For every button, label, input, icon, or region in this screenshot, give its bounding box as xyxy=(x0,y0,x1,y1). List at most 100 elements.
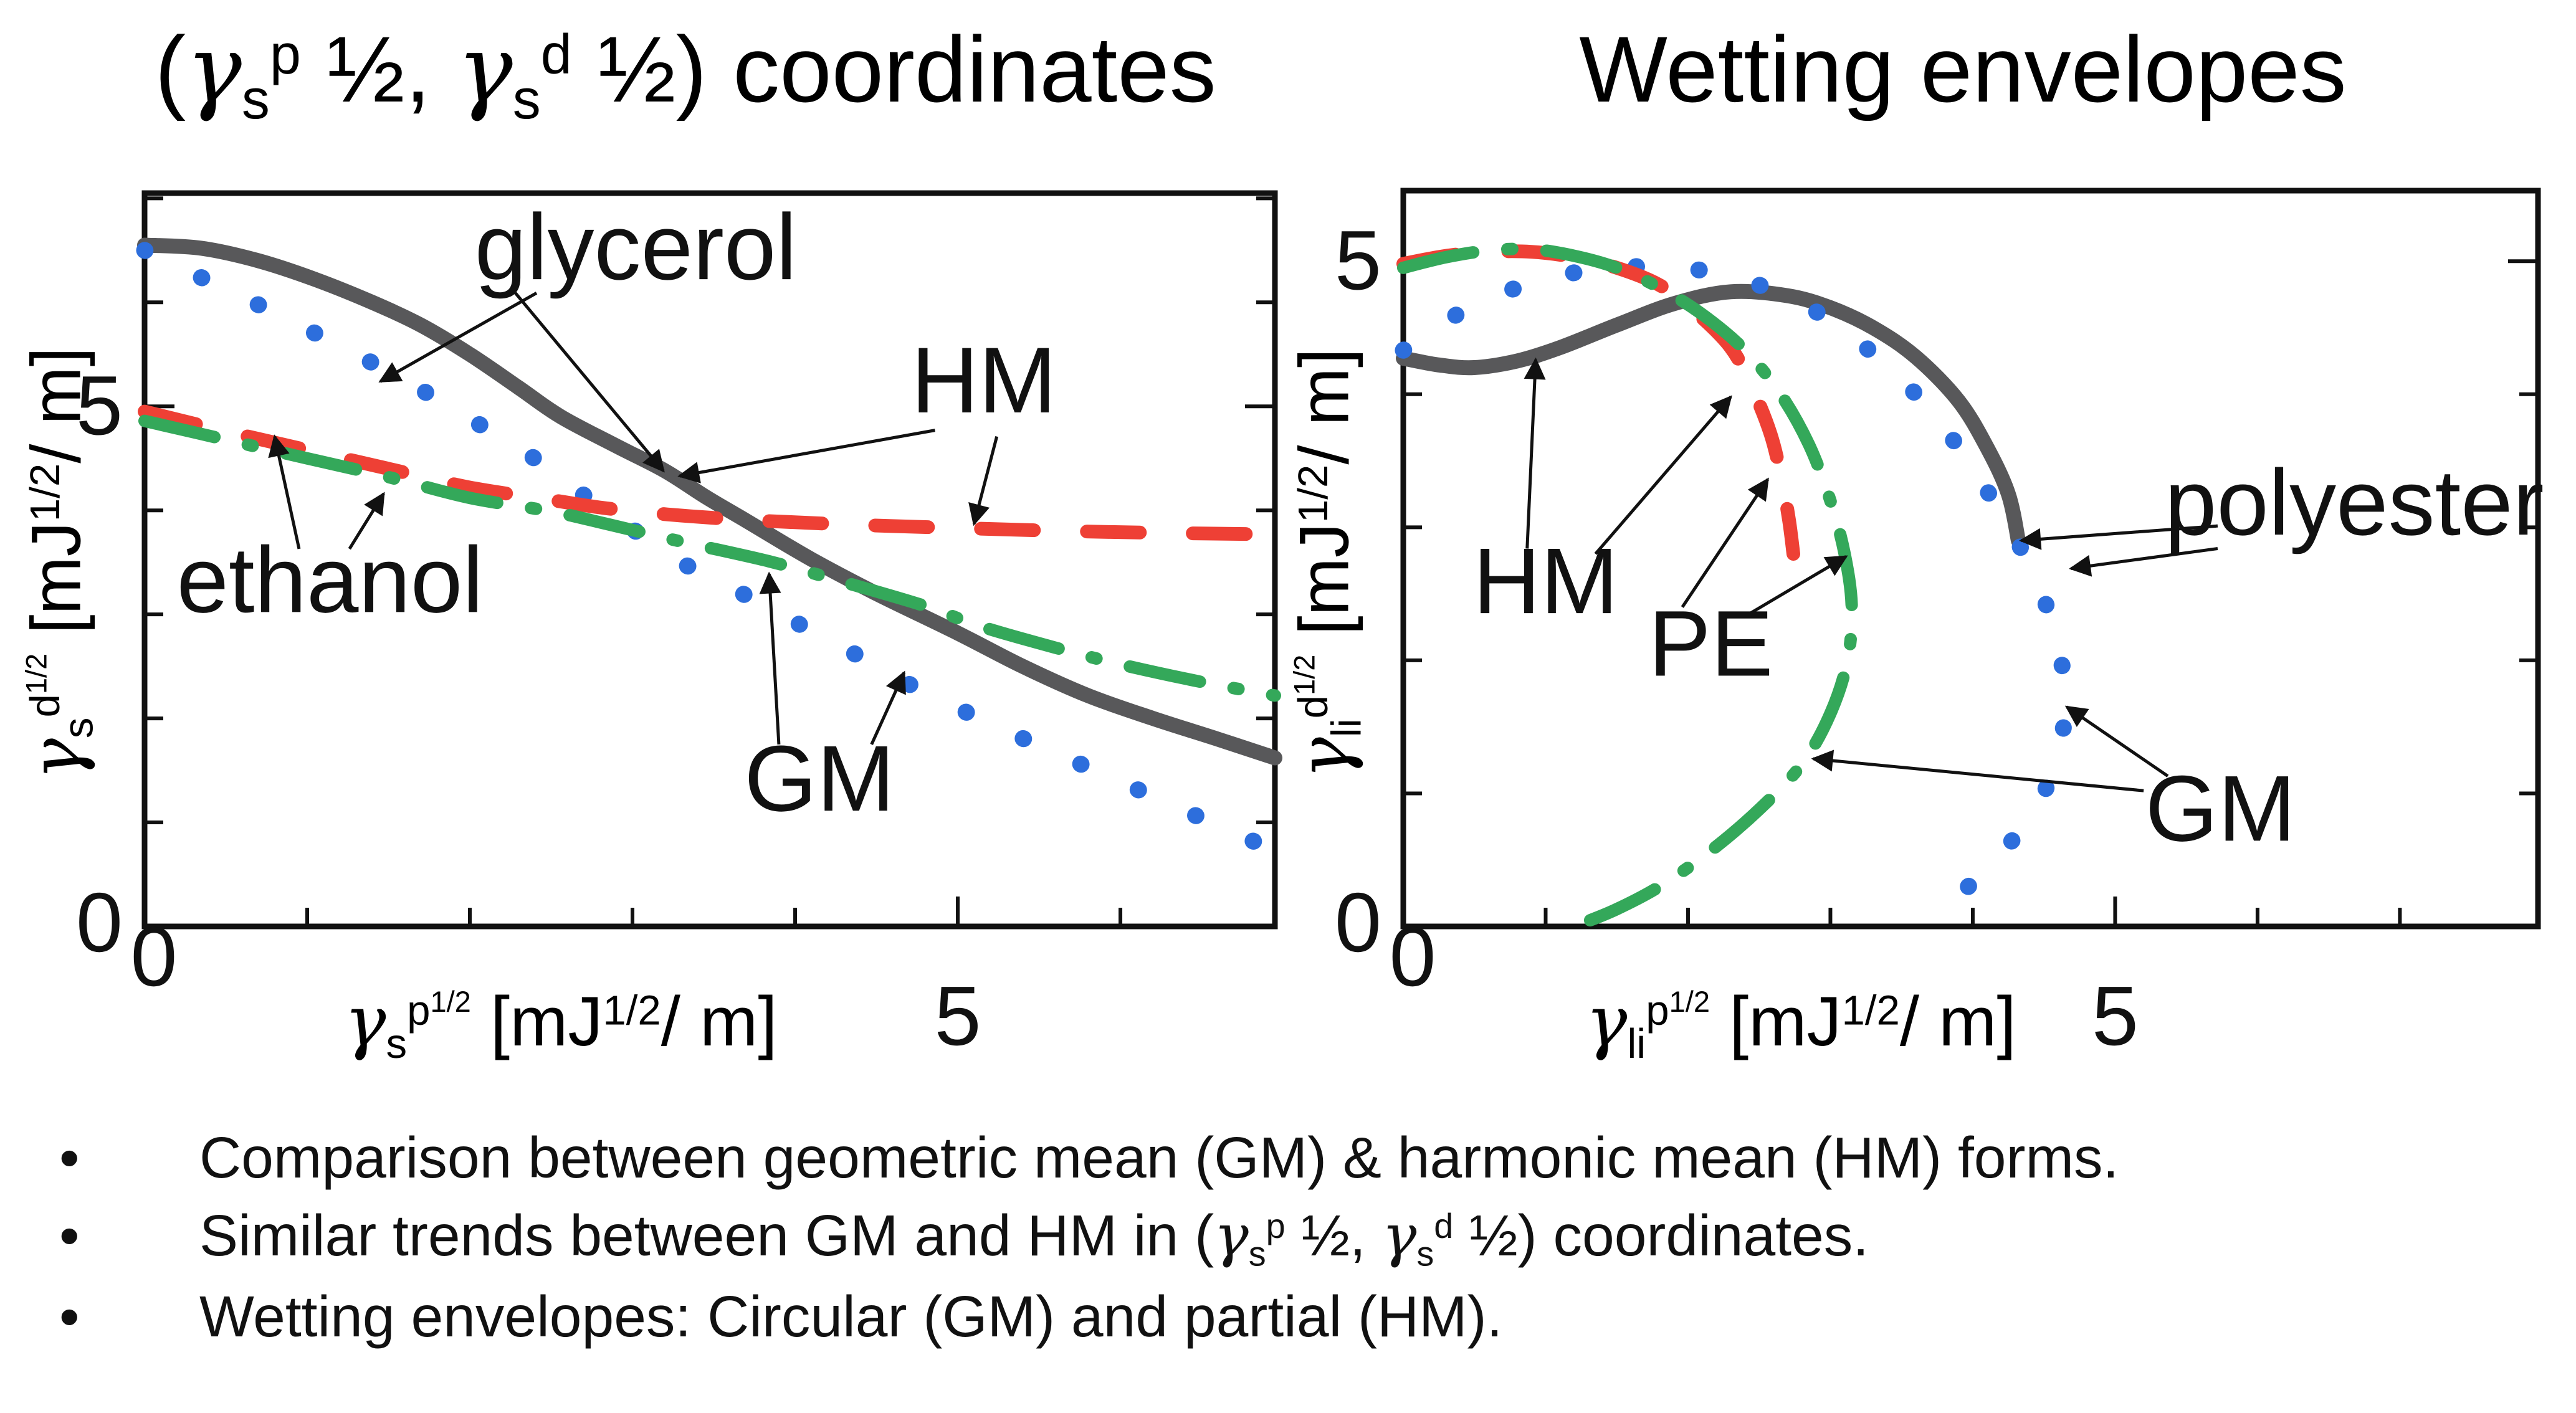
series-glycerol-HM xyxy=(137,237,1282,766)
label-token: p xyxy=(1646,987,1669,1034)
annotation-arrow-glycerol xyxy=(378,292,538,383)
series-glycerol-GM xyxy=(136,242,1284,859)
series-ethanol-HM xyxy=(138,404,1282,541)
label-token: 1/2 xyxy=(21,463,69,522)
annotation-label-polyester: polyester xyxy=(2165,450,2544,554)
x-tick-label: 0 xyxy=(130,910,177,1004)
label-token: γ xyxy=(1381,1202,1417,1269)
label-token: 1/2 xyxy=(1841,987,1900,1034)
label-token: ½) coordinates xyxy=(571,17,1216,121)
label-token: d xyxy=(540,24,572,86)
label-token: s xyxy=(1416,1234,1434,1273)
annotation-arrow-GM xyxy=(2064,705,2169,778)
annotation-label-HM: HM xyxy=(911,328,1056,432)
label-token: γ xyxy=(186,16,242,124)
annotation-arrow-PE xyxy=(1681,477,1769,608)
bullet-3-text: Wetting envelopes: Circular (GM) and par… xyxy=(199,1280,1502,1353)
label-token: 1/2 xyxy=(1287,654,1321,695)
label-token: li xyxy=(1627,1020,1646,1068)
label-token: d xyxy=(1289,695,1337,719)
annotation-arrow-ethanol xyxy=(348,492,385,550)
label-token: γ xyxy=(1585,981,1628,1062)
annotation-arrow-HM xyxy=(1594,395,1732,555)
label-token: / m] xyxy=(17,347,95,464)
annotation-arrow-HM xyxy=(1524,357,1546,549)
bullet-2-text: Similar trends between GM and HM in (γsp… xyxy=(199,1199,1869,1275)
label-token: ½, xyxy=(300,17,457,121)
label-token: s xyxy=(512,69,541,131)
bullet-1: • Comparison between geometric mean (GM)… xyxy=(59,1121,2521,1194)
label-token: ½, xyxy=(1285,1203,1382,1268)
plot-border xyxy=(1400,188,2541,930)
annotation-label-GM: GM xyxy=(744,726,895,830)
label-token: 1/2 xyxy=(1669,984,1710,1018)
label-token: [mJ xyxy=(17,521,95,654)
annotation-arrow-GM xyxy=(759,571,781,745)
x-tick-label: 5 xyxy=(2092,969,2139,1063)
label-token: Wetting envelopes: Circular (GM) and par… xyxy=(199,1284,1503,1349)
annotation-arrow-GM xyxy=(1811,749,2144,792)
annotation-label-PE: PE xyxy=(1648,591,1773,696)
annotation-arrow-glycerol xyxy=(514,292,665,473)
label-token: p xyxy=(1266,1206,1286,1246)
left-x-axis-label: γsp1/2 [mJ1/2/ m] xyxy=(249,981,872,1068)
label-token: ( xyxy=(155,17,186,121)
annotation-label-GM: GM xyxy=(2145,756,2296,860)
left-chart-title: (γsp ½, γsd ½) coordinates xyxy=(93,11,1277,135)
y-tick-label: 5 xyxy=(1335,213,1381,307)
annotation-label-ethanol: ethanol xyxy=(176,527,483,632)
label-token: [mJ xyxy=(470,982,603,1060)
label-token: Similar trends between GM and HM in ( xyxy=(199,1203,1214,1268)
bullet-3: • Wetting envelopes: Circular (GM) and p… xyxy=(59,1280,2521,1353)
annotation-label-HM: HM xyxy=(1473,528,1618,633)
series-PE-GM xyxy=(1397,242,1858,930)
right-chart-svg: 0 5 0 5 HM PE polyester GM xyxy=(1335,188,2544,1063)
annotation-arrow-polyester xyxy=(2019,524,2218,550)
annotation-arrow-PE xyxy=(1744,555,1848,618)
annotation-arrow-GM xyxy=(870,670,906,745)
label-token: γ xyxy=(344,981,386,1062)
label-token: li xyxy=(1323,718,1370,738)
bullet-1-dot: • xyxy=(59,1125,80,1190)
series-ethanol-GM xyxy=(138,414,1281,702)
label-token: p xyxy=(407,987,431,1034)
label-token: γ xyxy=(1284,737,1365,779)
right-y-axis-label: γlid1/2 [mJ1/2/ m] xyxy=(1284,190,1370,938)
label-token: s xyxy=(241,69,270,131)
label-token: γ xyxy=(457,16,513,124)
label-token: 1/2 xyxy=(603,987,661,1034)
label-token: d xyxy=(1434,1206,1454,1246)
label-token: s xyxy=(386,1020,408,1068)
label-token: Comparison between geometric mean (GM) &… xyxy=(199,1125,2119,1190)
annotation-label-glycerol: glycerol xyxy=(475,194,797,299)
label-token: s xyxy=(1248,1234,1266,1273)
bullet-3-dot: • xyxy=(59,1284,80,1349)
bullet-2: • Similar trends between GM and HM in ( γ… xyxy=(59,1199,2521,1275)
annotation-arrow-ethanol xyxy=(268,434,301,550)
right-chart-title: Wetting envelopes xyxy=(1579,17,2347,121)
y-tick-label: 0 xyxy=(76,875,123,969)
label-token: 1/2 xyxy=(1289,464,1337,523)
right-x-axis-label: γlip1/2 [mJ1/2/ m] xyxy=(1489,981,2112,1068)
y-tick-label: 0 xyxy=(1335,875,1381,969)
y-tick-label: 5 xyxy=(76,358,123,452)
label-token: [mJ xyxy=(1709,982,1842,1060)
label-token: γ xyxy=(16,738,97,781)
label-token: [mJ xyxy=(1285,523,1363,655)
x-tick-label: 5 xyxy=(934,969,981,1063)
bullet-2-dot: • xyxy=(59,1203,80,1268)
label-token: p xyxy=(269,24,301,86)
plot-border xyxy=(141,190,1278,930)
left-y-axis-label: γsd1/2 [mJ1/2/ m] xyxy=(16,190,102,938)
left-chart-svg: 0 5 0 5 glycerol HM ethanol GM xyxy=(76,190,1284,1063)
label-token: d xyxy=(21,694,69,718)
label-token: s xyxy=(55,717,102,739)
label-token: 1/2 xyxy=(19,653,53,695)
label-token: / m] xyxy=(661,982,778,1060)
label-token: 1/2 xyxy=(430,984,471,1018)
x-tick-label: 0 xyxy=(1389,910,1436,1004)
label-token: / m] xyxy=(1899,982,2016,1060)
annotation-arrow-polyester xyxy=(2069,547,2218,577)
label-token: ½) coordinates. xyxy=(1453,1203,1869,1268)
